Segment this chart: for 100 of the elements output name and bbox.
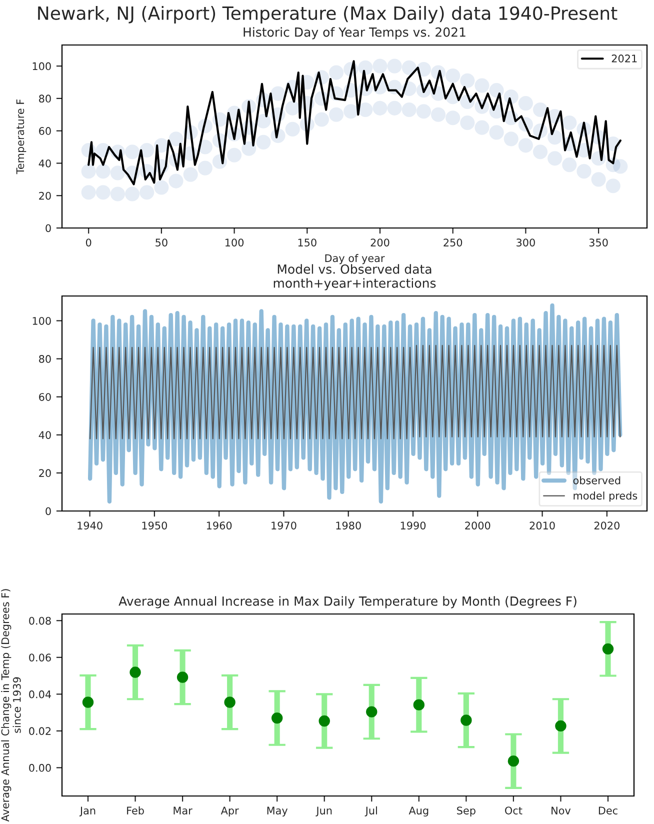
- point: [168, 174, 184, 188]
- point: [532, 102, 548, 118]
- x-tick-label: Sep: [457, 806, 476, 816]
- point: [198, 160, 212, 176]
- point: [270, 86, 286, 101]
- point: [387, 100, 402, 116]
- x-tick-label: 200: [370, 238, 390, 246]
- y-tick-label: 60: [39, 127, 51, 135]
- point: [224, 696, 236, 708]
- point: [606, 178, 620, 194]
- x-tick-label: 1970: [272, 522, 296, 530]
- x-tick-label: 0: [86, 238, 92, 246]
- x-tick-label: Aug: [408, 806, 428, 816]
- point: [504, 132, 518, 146]
- point: [285, 100, 300, 116]
- point: [576, 164, 592, 179]
- y-tick-label: 0: [46, 507, 51, 516]
- y-tick-label: 40: [38, 431, 51, 439]
- legend-label: model preds: [574, 492, 638, 502]
- y-tick-label: 20: [39, 469, 51, 478]
- point: [81, 185, 96, 200]
- point: [125, 144, 140, 160]
- point: [125, 186, 140, 202]
- point: [402, 60, 416, 75]
- point: [446, 68, 460, 84]
- chart-title: Historic Day of Year Temps vs. 2021: [244, 27, 466, 40]
- point: [344, 104, 358, 119]
- point: [518, 138, 533, 153]
- y-tick-label: 100: [32, 62, 51, 70]
- point: [562, 115, 577, 130]
- point: [489, 83, 504, 98]
- point: [416, 104, 431, 119]
- point: [548, 130, 562, 145]
- x-tick-label: 2020: [594, 522, 620, 530]
- x-tick-label: 150: [298, 238, 316, 246]
- x-tick-label: 1960: [206, 522, 232, 530]
- point: [402, 102, 416, 118]
- point: [110, 186, 126, 202]
- y-tick-label: 0.00: [29, 764, 51, 772]
- x-tick-label: Jan: [79, 806, 96, 816]
- point: [372, 58, 388, 74]
- point: [372, 100, 388, 116]
- point: [460, 115, 475, 130]
- point: [318, 715, 330, 727]
- point: [154, 180, 169, 195]
- x-tick-label: 50: [156, 238, 168, 246]
- chart-title: Average Annual Increase in Max Daily Temperature by Month (Degrees F): [118, 596, 576, 608]
- point: [430, 107, 446, 122]
- point: [366, 706, 378, 718]
- point: [82, 696, 94, 708]
- x-tick-label: Mar: [174, 806, 192, 814]
- point: [602, 643, 614, 655]
- x-tick-label: May: [267, 806, 288, 816]
- y-tick-label: 0: [46, 224, 51, 232]
- point: [508, 755, 520, 767]
- point: [548, 151, 562, 166]
- point: [314, 112, 329, 127]
- legend-label: 2021: [612, 54, 637, 62]
- x-tick-label: 300: [516, 238, 535, 246]
- x-tick-label: 350: [589, 238, 608, 246]
- text: Newark, NJ (Airport) Temperature (Max Daily) data 1940-Present: [38, 6, 618, 24]
- point: [555, 720, 566, 732]
- point: [532, 144, 548, 160]
- y-tick-label: 40: [38, 159, 51, 168]
- point: [227, 148, 242, 162]
- point: [413, 699, 425, 710]
- point: [329, 107, 344, 122]
- point: [329, 65, 344, 80]
- point: [81, 164, 96, 179]
- point: [358, 60, 373, 75]
- point: [110, 166, 126, 180]
- y-tick-label: 0.06: [29, 654, 51, 662]
- y-tick-label: 80: [39, 94, 51, 103]
- point: [562, 158, 577, 172]
- point: [168, 132, 184, 146]
- point: [242, 141, 256, 156]
- x-tick-label: Jun: [316, 806, 332, 816]
- y-tick-label: 80: [39, 355, 51, 363]
- point: [474, 120, 490, 135]
- point: [474, 78, 490, 93]
- point: [518, 96, 533, 111]
- x-tick-label: 1940: [78, 522, 102, 530]
- y-axis-title: Temperature F: [16, 99, 26, 174]
- legend-label: observed: [573, 476, 620, 484]
- x-tick-label: 1950: [142, 522, 167, 530]
- point: [96, 185, 110, 200]
- x-tick-label: Oct: [505, 806, 522, 814]
- x-tick-label: Jul: [364, 806, 377, 816]
- point: [591, 172, 606, 187]
- y-tick-label: 100: [32, 316, 51, 325]
- y-axis-title: Average Annual Change in Temp (Degrees F) since 1939: [1, 589, 21, 822]
- x-tick-label: Apr: [220, 806, 239, 816]
- y-tick-label: 20: [39, 192, 51, 200]
- line-series: [90, 344, 621, 440]
- point: [358, 102, 373, 118]
- x-tick-label: Nov: [552, 806, 571, 814]
- y-tick-label: 0.02: [29, 727, 51, 736]
- point: [271, 712, 283, 724]
- x-tick-label: Dec: [598, 806, 618, 814]
- point: [130, 666, 141, 678]
